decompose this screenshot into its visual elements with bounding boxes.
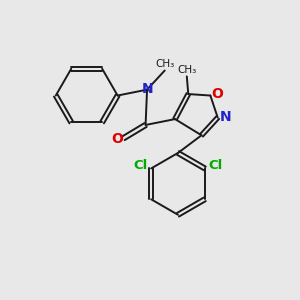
Text: CH₃: CH₃ bbox=[156, 59, 175, 69]
Text: O: O bbox=[112, 132, 124, 146]
Text: N: N bbox=[219, 110, 231, 124]
Text: CH₃: CH₃ bbox=[177, 65, 196, 75]
Text: O: O bbox=[211, 87, 223, 101]
Text: Cl: Cl bbox=[209, 159, 223, 172]
Text: N: N bbox=[142, 82, 154, 96]
Text: Cl: Cl bbox=[134, 159, 148, 172]
